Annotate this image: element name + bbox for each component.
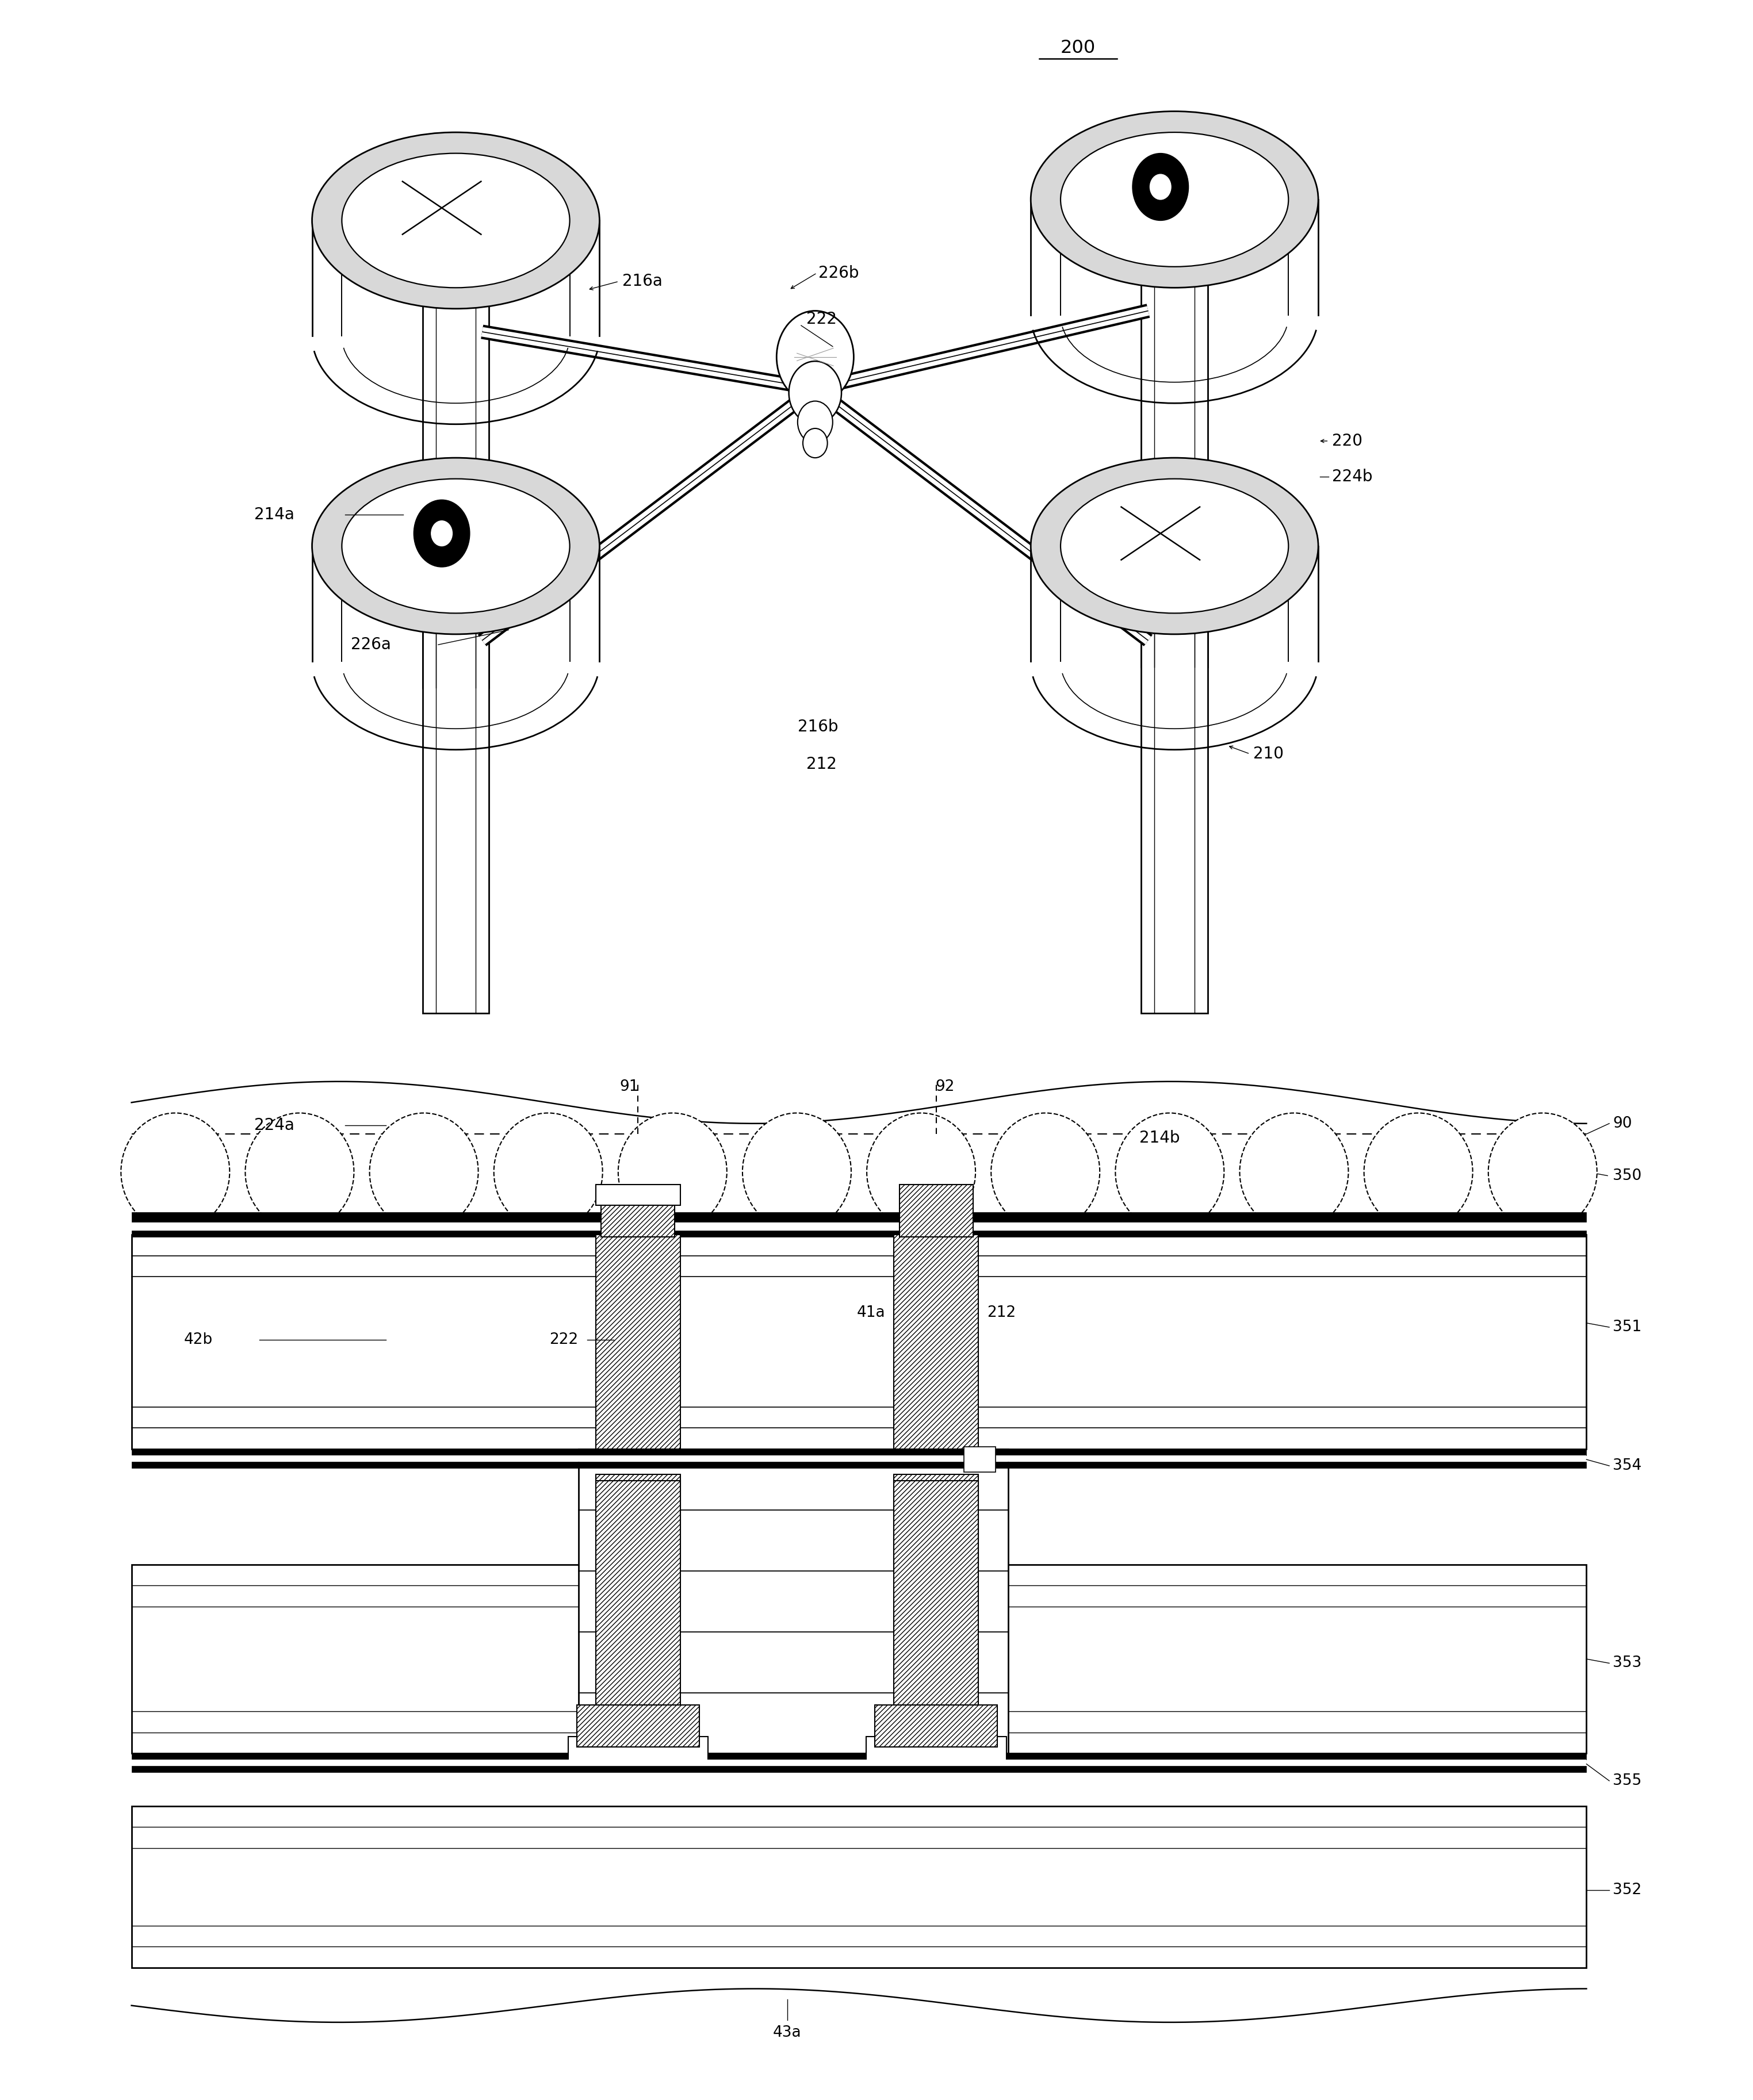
Ellipse shape bbox=[1115, 1113, 1224, 1231]
Bar bbox=[964, 1447, 996, 1472]
Text: 350: 350 bbox=[1613, 1168, 1641, 1184]
Ellipse shape bbox=[990, 1113, 1099, 1231]
Bar bbox=[578, 1449, 1008, 1753]
Bar bbox=[131, 1449, 1586, 1455]
Circle shape bbox=[1150, 174, 1171, 200]
Bar bbox=[596, 1235, 680, 1449]
Circle shape bbox=[789, 361, 841, 424]
Ellipse shape bbox=[342, 479, 570, 613]
Text: 353: 353 bbox=[1613, 1655, 1641, 1672]
Bar bbox=[422, 603, 489, 1012]
Bar bbox=[131, 1754, 1586, 1760]
Circle shape bbox=[798, 401, 833, 443]
Text: 212: 212 bbox=[806, 756, 836, 773]
Text: 41a: 41a bbox=[857, 1304, 885, 1321]
Text: 355: 355 bbox=[1613, 1772, 1641, 1789]
Ellipse shape bbox=[743, 1113, 852, 1231]
Bar bbox=[1141, 256, 1208, 668]
Text: 216a: 216a bbox=[622, 273, 663, 290]
Bar bbox=[131, 1455, 1586, 1462]
Ellipse shape bbox=[866, 1113, 975, 1231]
Text: 91: 91 bbox=[621, 1079, 638, 1094]
Text: 200: 200 bbox=[1061, 40, 1096, 57]
Ellipse shape bbox=[121, 1113, 230, 1231]
Ellipse shape bbox=[1061, 132, 1288, 267]
Text: 214b: 214b bbox=[1139, 1130, 1180, 1147]
Circle shape bbox=[431, 521, 452, 546]
Bar bbox=[577, 1705, 699, 1747]
Text: 220: 220 bbox=[1332, 433, 1362, 449]
Text: 222: 222 bbox=[806, 311, 836, 328]
Text: 226a: 226a bbox=[351, 636, 391, 653]
Bar bbox=[131, 1564, 1586, 1753]
Text: 212: 212 bbox=[987, 1304, 1015, 1321]
Bar bbox=[899, 1184, 973, 1237]
Ellipse shape bbox=[1488, 1113, 1597, 1231]
Bar bbox=[894, 1480, 978, 1711]
Bar bbox=[131, 1760, 1586, 1766]
Bar bbox=[596, 1184, 680, 1205]
Text: 92: 92 bbox=[936, 1079, 954, 1094]
Text: 351: 351 bbox=[1613, 1319, 1641, 1336]
Text: 43a: 43a bbox=[773, 2024, 801, 2041]
Bar bbox=[131, 1806, 1586, 1968]
Ellipse shape bbox=[1061, 479, 1288, 613]
Bar bbox=[894, 1474, 978, 1564]
Ellipse shape bbox=[1031, 111, 1318, 288]
Ellipse shape bbox=[370, 1113, 479, 1231]
Text: 210: 210 bbox=[1253, 746, 1283, 762]
Bar bbox=[422, 277, 489, 687]
Ellipse shape bbox=[312, 132, 600, 309]
Bar bbox=[131, 1231, 1586, 1237]
Text: 354: 354 bbox=[1613, 1457, 1641, 1474]
Bar bbox=[875, 1705, 997, 1747]
Bar bbox=[866, 1737, 1006, 1762]
Circle shape bbox=[803, 428, 827, 458]
Ellipse shape bbox=[494, 1113, 603, 1231]
Text: 90: 90 bbox=[1613, 1115, 1632, 1132]
Text: 224b: 224b bbox=[1332, 468, 1373, 485]
Text: 224a: 224a bbox=[254, 1117, 295, 1134]
Text: 42b: 42b bbox=[184, 1331, 212, 1348]
Ellipse shape bbox=[312, 458, 600, 634]
Bar bbox=[596, 1474, 680, 1564]
Bar bbox=[131, 1462, 1586, 1468]
Circle shape bbox=[414, 500, 470, 567]
Circle shape bbox=[1132, 153, 1189, 221]
Bar bbox=[131, 1235, 1586, 1449]
Ellipse shape bbox=[1364, 1113, 1473, 1231]
Ellipse shape bbox=[1031, 458, 1318, 634]
Ellipse shape bbox=[619, 1113, 727, 1231]
Bar bbox=[601, 1195, 675, 1237]
Text: 226b: 226b bbox=[819, 265, 859, 281]
Bar bbox=[596, 1480, 680, 1711]
Ellipse shape bbox=[342, 153, 570, 288]
Text: 222: 222 bbox=[550, 1331, 578, 1348]
Bar bbox=[131, 1212, 1586, 1222]
Bar bbox=[1141, 603, 1208, 1012]
Bar bbox=[131, 1220, 1586, 1235]
Bar bbox=[131, 1766, 1586, 1772]
Bar bbox=[894, 1235, 978, 1449]
Text: 216b: 216b bbox=[798, 718, 838, 735]
Ellipse shape bbox=[1239, 1113, 1348, 1231]
Text: 214a: 214a bbox=[254, 506, 295, 523]
Text: 352: 352 bbox=[1613, 1882, 1641, 1898]
Bar bbox=[568, 1737, 708, 1762]
Circle shape bbox=[777, 311, 854, 403]
Ellipse shape bbox=[245, 1113, 354, 1231]
